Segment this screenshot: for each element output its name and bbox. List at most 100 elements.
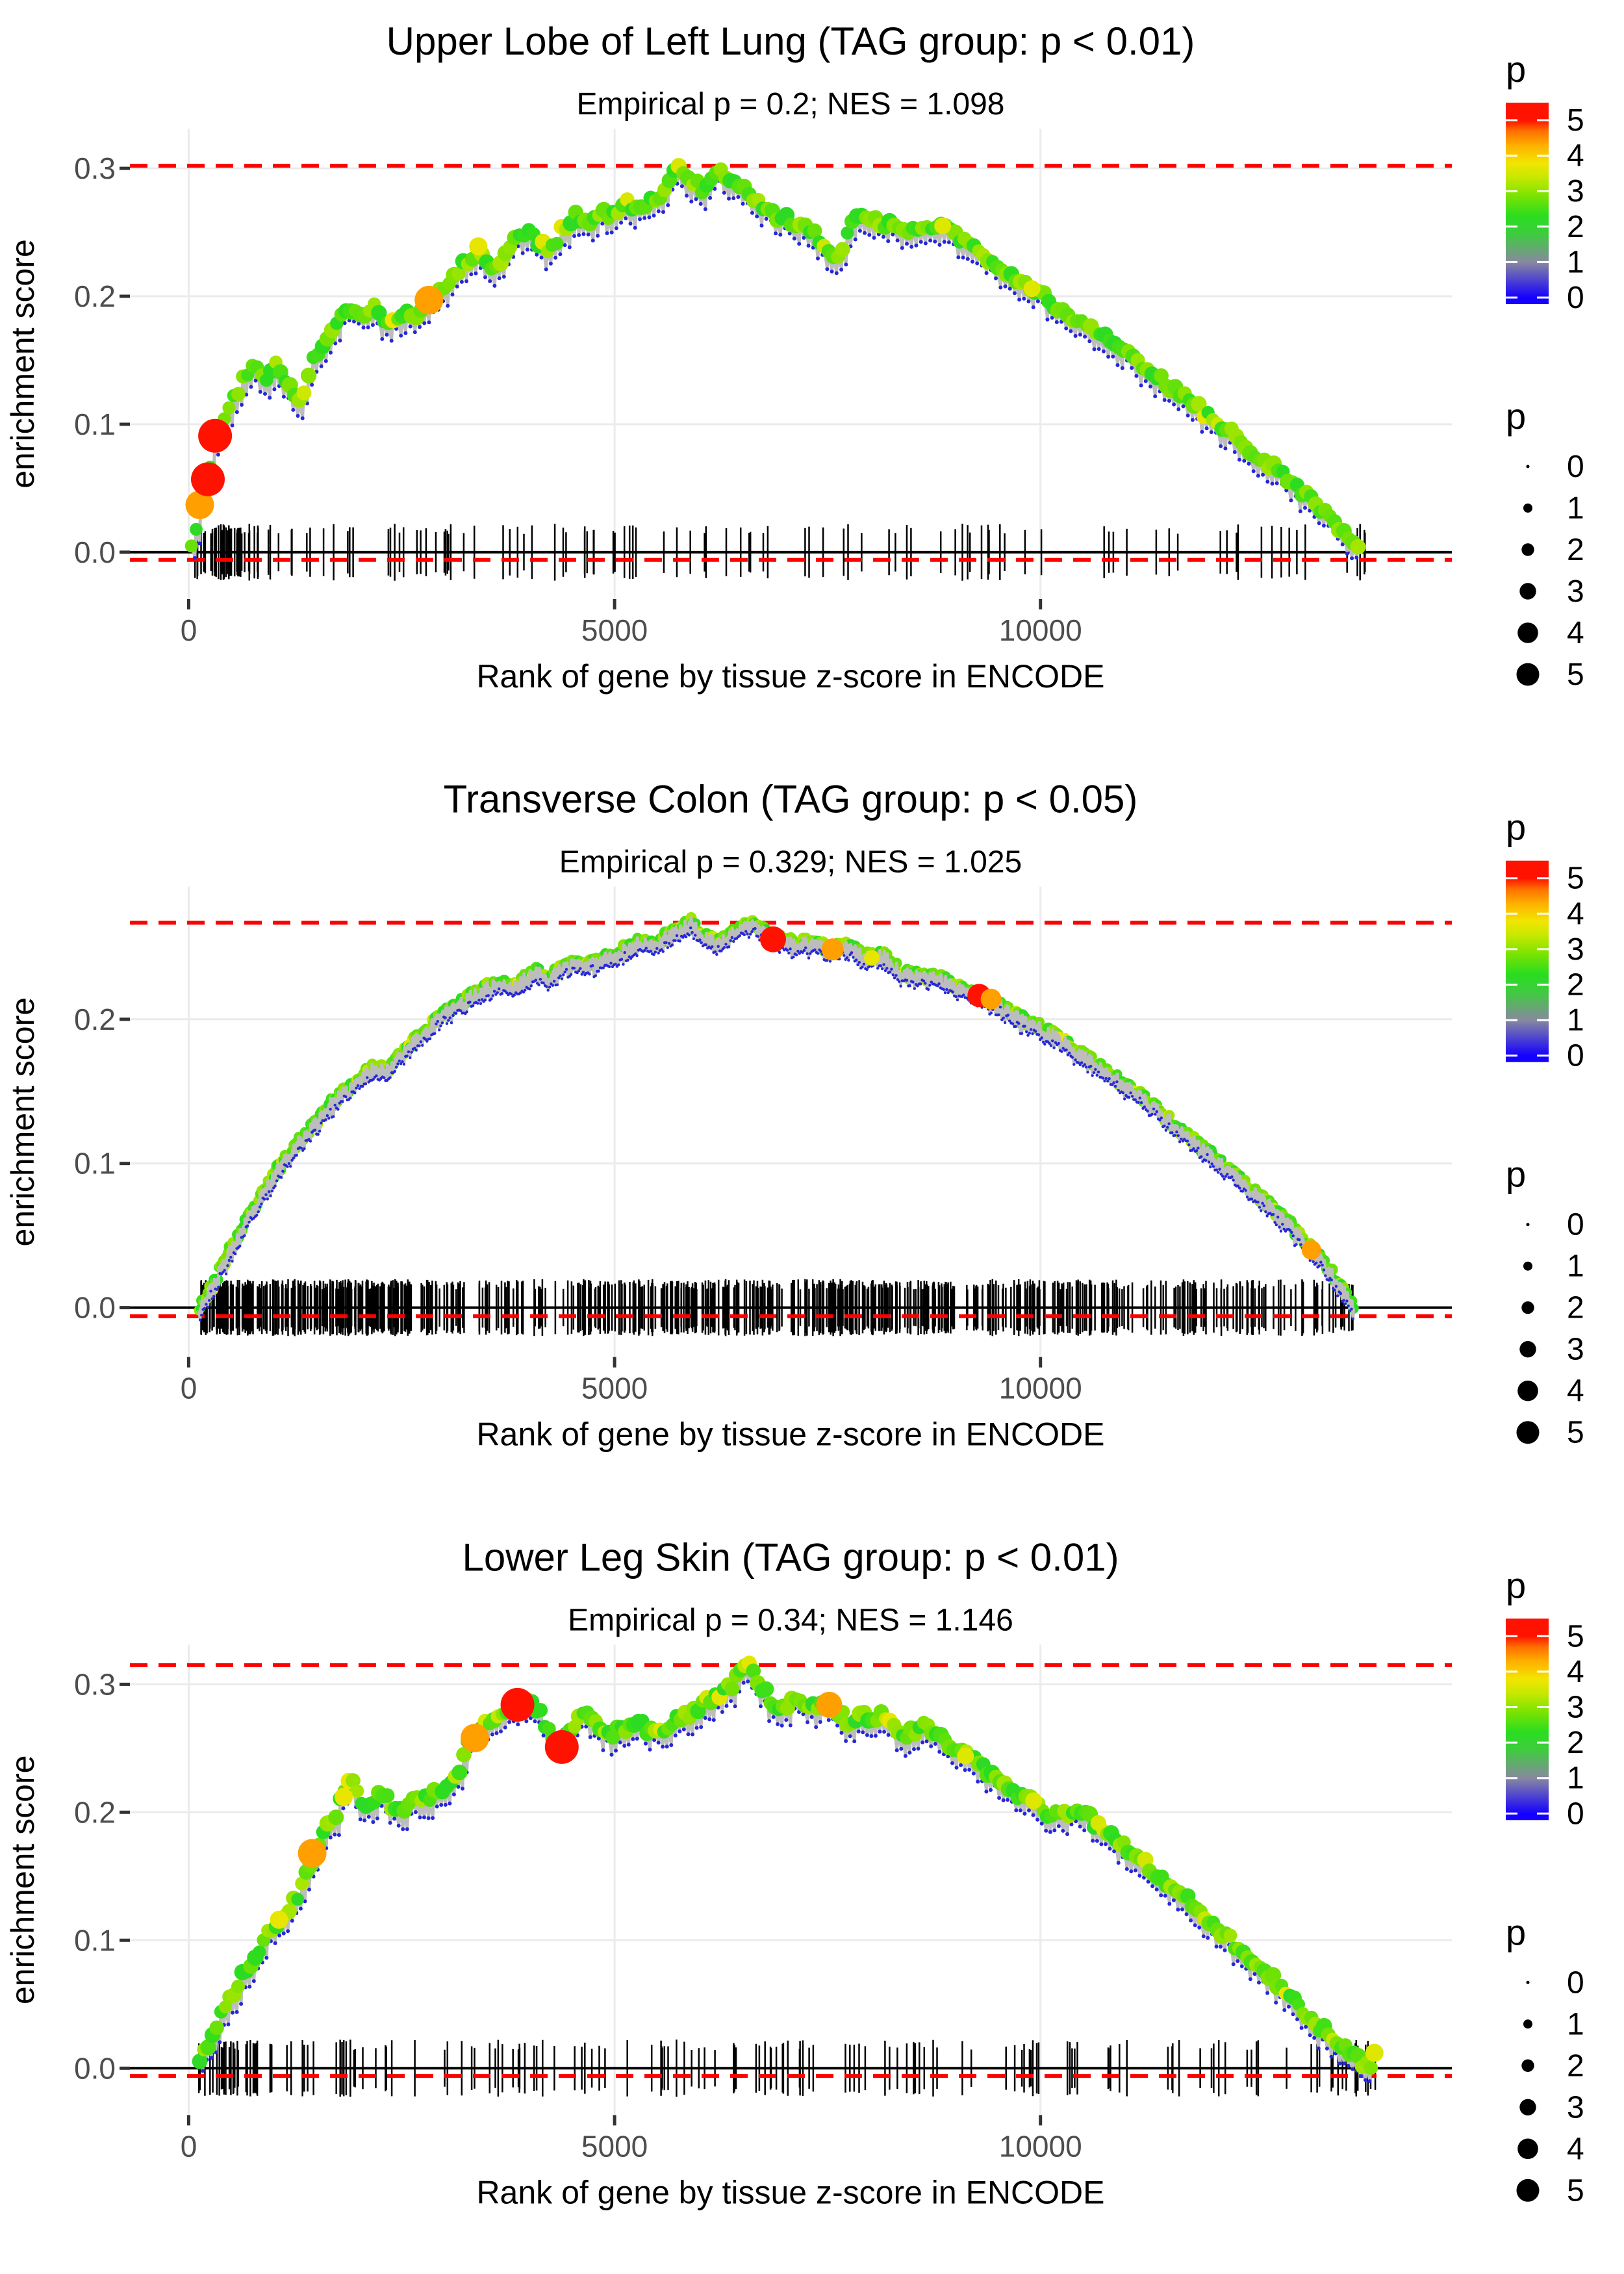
trough-dot: [717, 945, 720, 948]
trough-dot: [623, 951, 626, 954]
trough-dot: [1363, 2078, 1367, 2082]
trough-dot: [1351, 2067, 1355, 2071]
trough-dot: [1023, 1025, 1026, 1028]
trough-dot: [950, 1761, 954, 1765]
trough-dot: [1226, 1173, 1229, 1176]
trough-dot: [275, 1179, 279, 1182]
trough-dot: [951, 990, 955, 994]
trough-dot: [433, 1032, 437, 1036]
trough-dot: [1204, 1158, 1208, 1162]
trough-dot: [1350, 556, 1354, 561]
trough-dot: [408, 324, 412, 329]
trough-dot: [731, 196, 736, 201]
trough-dot: [1172, 402, 1176, 407]
trough-dot: [413, 1810, 418, 1815]
trough-dot: [1078, 1824, 1082, 1829]
trough-dot: [642, 216, 647, 220]
trough-dot: [933, 239, 937, 244]
trough-dot: [724, 1704, 729, 1708]
trough-dot: [882, 235, 885, 239]
trough-dot: [649, 949, 653, 953]
trough-dot: [1180, 1138, 1183, 1141]
trough-dot: [971, 1771, 976, 1776]
y-tick-label: 0.3: [74, 1667, 116, 1701]
trough-dot: [412, 330, 417, 335]
trough-dot: [903, 1754, 907, 1758]
panel-title: Lower Leg Skin (TAG group: p < 0.01): [462, 1535, 1119, 1579]
trough-dot: [886, 1733, 891, 1737]
trough-dot: [405, 1054, 409, 1058]
trough-dot: [560, 977, 564, 980]
trough-dot: [689, 926, 692, 930]
trough-dot: [394, 1066, 398, 1069]
trough-dot: [402, 1062, 406, 1066]
trough-dot: [959, 1763, 963, 1767]
trough-dot: [861, 1730, 865, 1735]
trough-dot: [674, 939, 677, 942]
trough-dot: [792, 955, 795, 959]
trough-dot: [937, 1750, 942, 1754]
trough-dot: [1001, 1798, 1006, 1802]
trough-dot: [891, 973, 895, 977]
trough-dot: [324, 1118, 327, 1121]
special-dot: [934, 217, 952, 235]
trough-dot: [577, 233, 581, 237]
trough-dot: [257, 1210, 260, 1214]
trough-dot: [201, 2069, 205, 2073]
trough-dot: [1338, 2062, 1342, 2065]
trough-dot: [727, 196, 731, 201]
trough-dot: [605, 231, 609, 235]
x-tick-label: 0: [181, 2129, 197, 2163]
trough-dot: [324, 359, 328, 363]
trough-dot: [1087, 339, 1092, 344]
trough-dot: [1024, 1030, 1028, 1034]
x-axis-title: Rank of gene by tissue z-score in ENCODE: [476, 2174, 1104, 2210]
trough-dot: [555, 983, 559, 986]
trough-dot: [1006, 1014, 1010, 1017]
trough-dot: [626, 958, 629, 962]
size-legend-dot: [1526, 1980, 1530, 1984]
trough-dot: [422, 321, 427, 326]
curve-dot: [253, 1945, 266, 1959]
trough-dot: [771, 1715, 776, 1719]
trough-dot: [828, 960, 832, 963]
trough-dot: [741, 201, 745, 206]
trough-dot: [375, 1816, 379, 1820]
size-legend-dot: [1526, 465, 1530, 468]
trough-dot: [767, 1719, 772, 1723]
curve-dots: [184, 158, 1366, 555]
trough-dot: [647, 215, 652, 220]
trough-dot: [1197, 1146, 1200, 1150]
trough-dot: [591, 964, 594, 967]
curve-dot: [222, 401, 236, 415]
trough-dot: [1094, 1067, 1097, 1071]
trough-dot: [492, 990, 496, 993]
trough-dot: [1241, 1190, 1245, 1193]
trough-dot: [1271, 1212, 1275, 1216]
trough-dot: [209, 2056, 214, 2060]
trough-dot: [1282, 2008, 1287, 2012]
trough-dot: [1340, 542, 1345, 546]
colorbar-tick-label: 4: [1567, 1655, 1584, 1689]
trough-dot: [911, 980, 915, 984]
trough-dot: [1265, 1214, 1269, 1218]
trough-dot: [479, 1002, 483, 1005]
trough-dot: [371, 1820, 375, 1824]
trough-dot: [1251, 469, 1256, 474]
colorbar: [1506, 860, 1549, 1062]
trough-dot: [962, 993, 965, 997]
trough-dot: [780, 1723, 784, 1728]
trough-dot: [1040, 1036, 1043, 1040]
colorbar: [1506, 1618, 1549, 1820]
trough-dot: [1200, 1155, 1203, 1158]
trough-dot: [628, 222, 633, 226]
trough-dot: [1097, 1070, 1100, 1074]
trough-dot: [366, 1815, 371, 1819]
trough-dot: [1014, 1808, 1019, 1813]
trough-dot: [422, 1815, 426, 1820]
trough-dot: [562, 973, 565, 977]
trough-dot: [1104, 1842, 1108, 1846]
trough-dot: [942, 240, 946, 244]
trough-dot: [425, 1040, 429, 1043]
trough-dot: [1197, 1925, 1202, 1930]
